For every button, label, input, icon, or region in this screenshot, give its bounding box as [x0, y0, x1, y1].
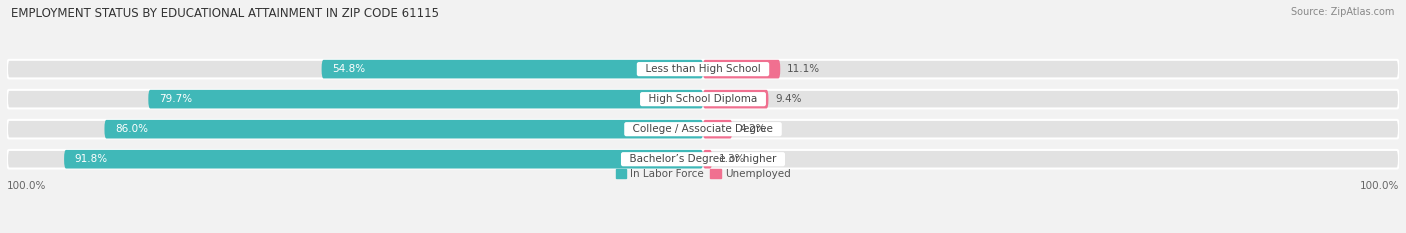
Text: 1.3%: 1.3% [718, 154, 745, 164]
FancyBboxPatch shape [703, 90, 769, 109]
Text: High School Diploma: High School Diploma [643, 94, 763, 104]
FancyBboxPatch shape [703, 60, 780, 79]
FancyBboxPatch shape [703, 120, 733, 138]
Text: 91.8%: 91.8% [75, 154, 108, 164]
FancyBboxPatch shape [104, 120, 703, 138]
Legend: In Labor Force, Unemployed: In Labor Force, Unemployed [612, 165, 794, 183]
Text: EMPLOYMENT STATUS BY EDUCATIONAL ATTAINMENT IN ZIP CODE 61115: EMPLOYMENT STATUS BY EDUCATIONAL ATTAINM… [11, 7, 439, 20]
Text: College / Associate Degree: College / Associate Degree [626, 124, 780, 134]
Text: 4.2%: 4.2% [740, 124, 766, 134]
Text: 79.7%: 79.7% [159, 94, 191, 104]
FancyBboxPatch shape [7, 150, 1399, 168]
FancyBboxPatch shape [7, 90, 1399, 109]
FancyBboxPatch shape [703, 150, 711, 168]
FancyBboxPatch shape [7, 60, 1399, 79]
Text: 11.1%: 11.1% [787, 64, 820, 74]
FancyBboxPatch shape [65, 150, 703, 168]
Text: 100.0%: 100.0% [7, 181, 46, 191]
Text: Source: ZipAtlas.com: Source: ZipAtlas.com [1291, 7, 1395, 17]
FancyBboxPatch shape [322, 60, 703, 79]
FancyBboxPatch shape [7, 120, 1399, 138]
Text: 86.0%: 86.0% [115, 124, 148, 134]
Text: Less than High School: Less than High School [638, 64, 768, 74]
Text: 9.4%: 9.4% [775, 94, 801, 104]
FancyBboxPatch shape [148, 90, 703, 109]
Text: 100.0%: 100.0% [1360, 181, 1399, 191]
Text: 54.8%: 54.8% [332, 64, 366, 74]
Text: Bachelor’s Degree or higher: Bachelor’s Degree or higher [623, 154, 783, 164]
